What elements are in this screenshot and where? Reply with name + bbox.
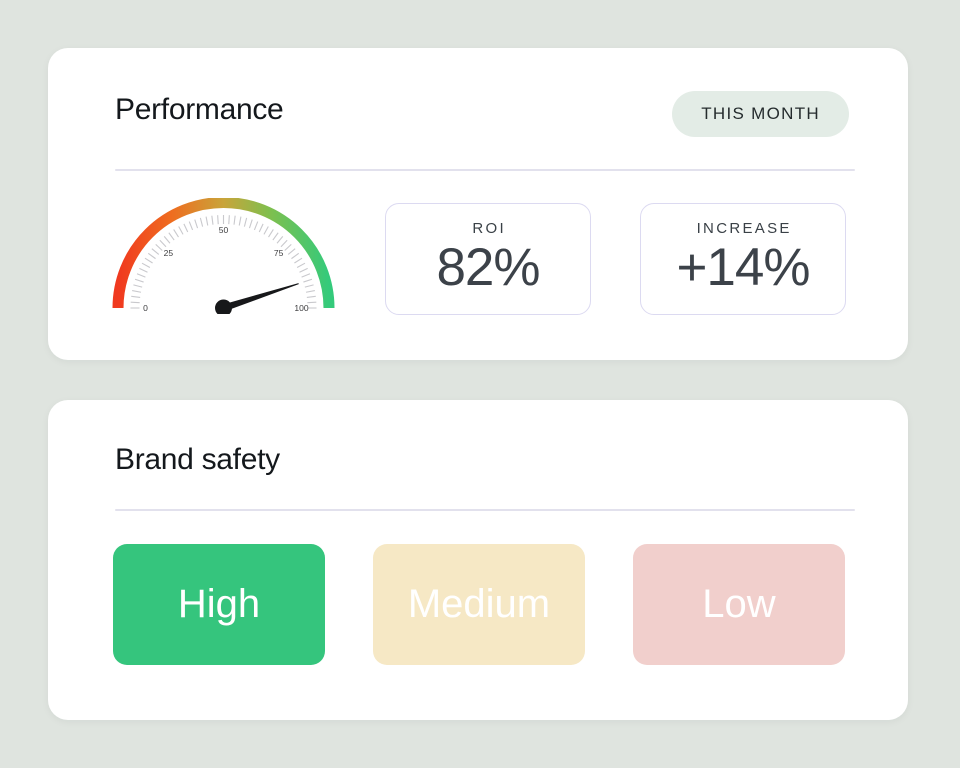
stat-card-roi: ROI 82%	[385, 203, 591, 315]
brand-safety-card-title: Brand safety	[115, 443, 280, 476]
stat-value-roi: 82%	[436, 238, 540, 297]
period-badge[interactable]: THIS MONTH	[672, 91, 849, 137]
performance-card-title: Performance	[115, 93, 284, 126]
divider	[115, 509, 855, 511]
stat-label-roi: ROI	[472, 220, 506, 237]
gauge-needle-hub	[215, 299, 232, 317]
svg-text:50: 50	[219, 225, 229, 235]
stat-label-increase: INCREASE	[696, 220, 792, 237]
brand-safety-levels: High Medium Low	[113, 544, 845, 665]
level-low-button[interactable]: Low	[633, 544, 845, 665]
performance-card: Performance THIS MONTH 0 25 50 75 100 ROI 82…	[48, 48, 908, 360]
level-medium-button[interactable]: Medium	[373, 544, 585, 665]
performance-gauge-chart: 0 25 50 75 100	[112, 197, 336, 317]
brand-safety-card: Brand safety High Medium Low	[48, 400, 908, 720]
svg-text:75: 75	[274, 248, 284, 258]
gauge-svg: 0 25 50 75 100	[112, 197, 335, 317]
svg-text:25: 25	[164, 248, 174, 258]
stat-value-increase: +14%	[676, 238, 810, 297]
level-high-button[interactable]: High	[113, 544, 325, 665]
gauge-arc	[112, 197, 335, 309]
gauge-needle	[222, 283, 299, 312]
divider	[115, 169, 855, 171]
svg-text:100: 100	[294, 303, 308, 313]
stat-card-increase: INCREASE +14%	[640, 203, 846, 315]
svg-text:0: 0	[143, 303, 148, 313]
